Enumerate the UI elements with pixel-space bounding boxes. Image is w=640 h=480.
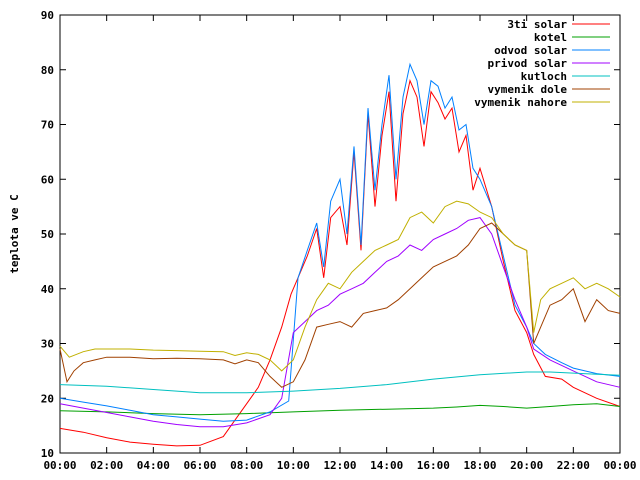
x-tick-label: 22:00 [557,459,590,472]
legend-label: privod solar [488,57,568,70]
legend-label: kutloch [521,70,567,83]
x-tick-label: 00:00 [43,459,76,472]
series-lines [59,62,621,447]
series-line-vymenik-nahore [59,200,621,372]
y-tick-label: 20 [41,392,54,405]
series-line-odvod-solar [59,62,621,422]
legend-label: vymenik dole [488,83,568,96]
y-tick-label: 80 [41,64,54,77]
x-tick-label: 18:00 [463,459,496,472]
y-tick-label: 90 [41,9,54,22]
axis-ticks [59,14,621,454]
x-tick-label: 16:00 [417,459,450,472]
legend-label: vymenik nahore [474,96,567,109]
y-tick-label: 10 [41,447,54,460]
y-tick-label: 70 [41,119,54,132]
x-tick-label: 00:00 [603,459,636,472]
series-line-privod-solar [59,217,621,428]
series-line-kotel [59,403,621,416]
axis-tick-labels: 10 20 30 40 50 60 70 80 90 00:00 02:00 04:00 06:00 08… [41,9,637,472]
x-tick-label: 10:00 [277,459,310,472]
x-tick-label: 06:00 [183,459,216,472]
y-tick-label: 30 [41,338,54,351]
x-tick-label: 20:00 [510,459,543,472]
legend-label: odvod solar [494,44,567,57]
legend-label: kotel [534,31,567,44]
x-tick-label: 12:00 [323,459,356,472]
x-tick-label: 04:00 [137,459,170,472]
y-tick-label: 50 [41,228,54,241]
y-axis-label: teplota ve C [8,194,21,273]
legend-label: 3ti solar [507,18,567,31]
series-line-kutloch [59,371,621,394]
y-tick-label: 60 [41,173,54,186]
series-line-vymenik-dole [59,222,621,388]
x-tick-label: 14:00 [370,459,403,472]
y-tick-label: 40 [41,283,54,296]
series-line-3ti-solar [59,79,621,447]
x-tick-label: 08:00 [230,459,263,472]
x-tick-label: 02:00 [90,459,123,472]
